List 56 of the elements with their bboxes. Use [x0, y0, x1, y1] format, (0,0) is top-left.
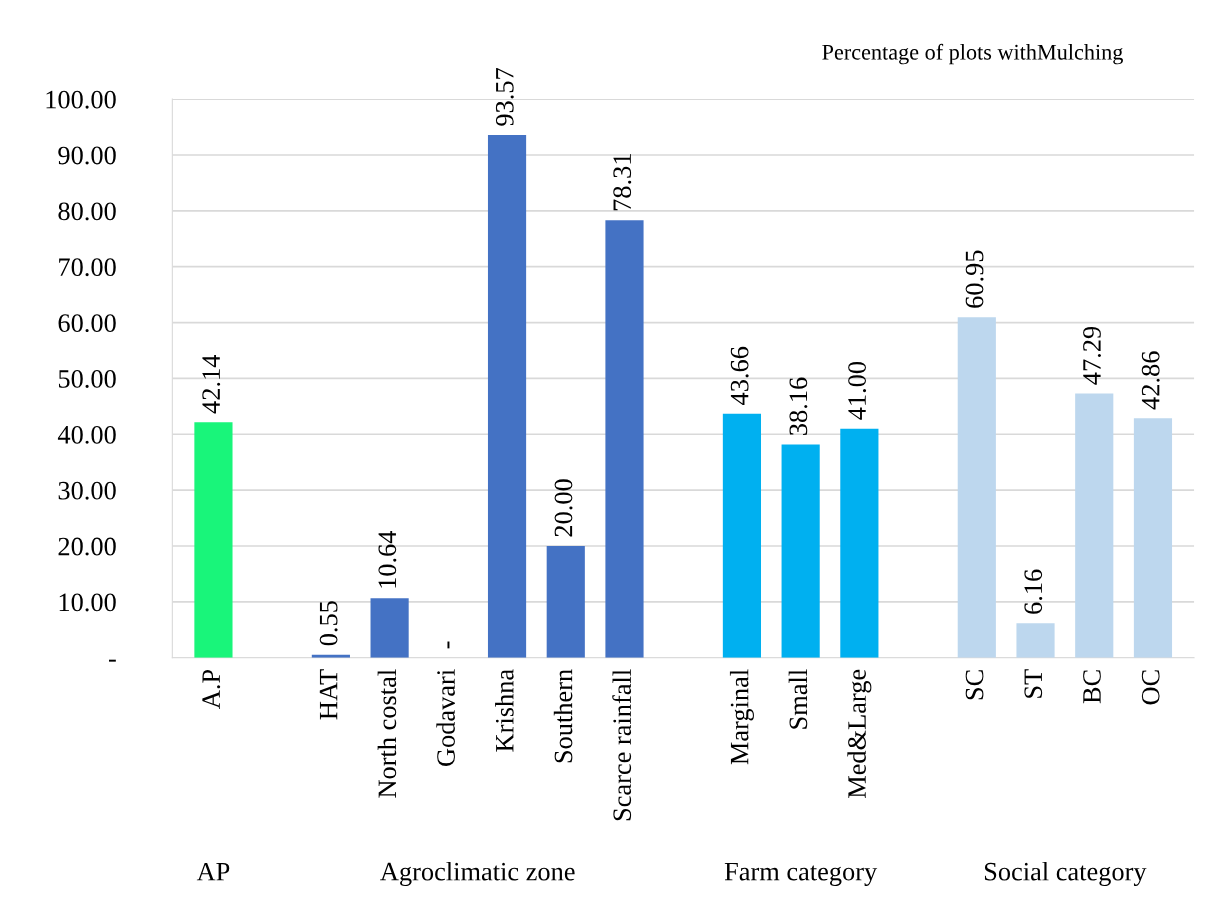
bar	[722, 413, 762, 658]
text: Agroclimatic zone	[380, 861, 575, 886]
bar	[546, 546, 585, 658]
bar	[957, 317, 996, 658]
data-label: 93.57	[495, 68, 514, 126]
x-tick-label: Med&Large	[847, 669, 872, 799]
x-tick-label: HAT	[319, 669, 338, 720]
y-tick-label: 30.00	[58, 481, 116, 500]
x-tick-label: ST	[1024, 669, 1043, 698]
data-label: -	[447, 641, 450, 649]
x-tick-label: Scarce rainfall	[612, 669, 632, 821]
x-tick-label: BC	[1083, 670, 1101, 704]
data-label: 0.55	[319, 601, 338, 646]
bar	[370, 598, 409, 658]
x-tick-label: Marginal	[729, 669, 754, 765]
y-tick-label: 40.00	[57, 425, 116, 444]
bar	[840, 428, 879, 658]
data-label: 42.86	[1141, 351, 1160, 410]
x-tick-label: SC	[965, 670, 984, 700]
data-label: 60.95	[965, 250, 984, 308]
y-tick-label: 70.00	[59, 258, 116, 277]
x-tick-label: North costal	[377, 669, 397, 798]
data-label: 47.29	[1083, 326, 1101, 385]
x-tick-label: Southern	[553, 669, 573, 763]
bar	[194, 422, 233, 658]
chart-title: Percentage of plots withMulching	[822, 43, 1123, 65]
y-tick-label: 50.00	[58, 370, 116, 388]
data-label: 20.00	[554, 479, 573, 537]
y-tick-label: 20.00	[58, 537, 116, 556]
y-tick-label: 90.00	[58, 146, 116, 165]
text: AP	[196, 862, 230, 881]
bar	[1133, 418, 1173, 658]
y-tick-label: -	[108, 659, 116, 662]
data-label: 38.16	[789, 377, 808, 435]
text: Farm category	[724, 862, 878, 886]
x-tick-label: A.P	[202, 669, 221, 709]
y-tick-label: 10.00	[59, 593, 116, 612]
x-tick-label: Godavari	[436, 669, 455, 766]
x-tick-label: OC	[1141, 670, 1160, 705]
x-tick-label: Krishna	[495, 669, 514, 752]
data-label: 6.16	[1024, 569, 1043, 614]
data-label: 78.31	[613, 154, 632, 211]
y-tick-label: 80.00	[58, 202, 116, 221]
bar	[487, 135, 527, 658]
bar	[781, 444, 820, 658]
data-label: 41.00	[848, 361, 867, 420]
bar	[1075, 393, 1114, 658]
bar	[605, 220, 644, 658]
y-tick-label: 60.00	[58, 314, 116, 333]
data-label: 43.66	[730, 346, 749, 405]
data-label: 10.64	[378, 530, 397, 588]
bar	[1016, 623, 1055, 658]
y-tick-label: 100.00	[46, 90, 116, 109]
x-tick-label: Small	[788, 669, 808, 729]
data-label: 42.14	[202, 354, 221, 414]
text: Social category	[984, 861, 1147, 886]
